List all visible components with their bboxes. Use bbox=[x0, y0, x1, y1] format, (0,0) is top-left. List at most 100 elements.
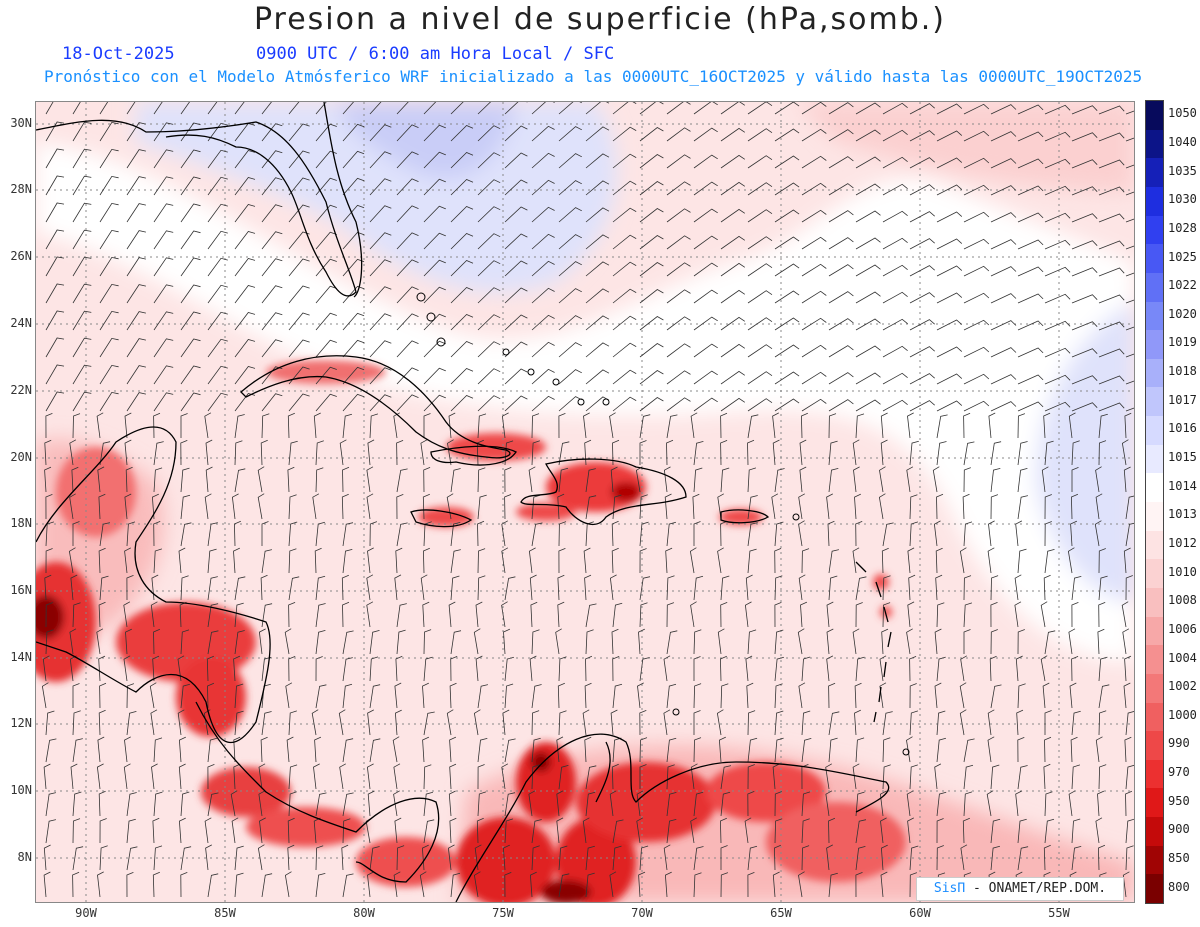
wind-barb bbox=[234, 630, 245, 655]
wind-barb bbox=[639, 343, 664, 358]
wind-barb bbox=[774, 317, 800, 331]
wind-barb bbox=[1017, 158, 1044, 169]
map-canvas bbox=[36, 102, 1134, 902]
colorbar-cell bbox=[1146, 530, 1163, 560]
wind-barb bbox=[798, 493, 805, 520]
wind-barb bbox=[1098, 710, 1107, 736]
wind-barb bbox=[367, 709, 374, 736]
wind-barb bbox=[99, 148, 119, 169]
wind-barb bbox=[180, 230, 201, 250]
wind-barb bbox=[315, 312, 337, 331]
wind-barb bbox=[747, 791, 755, 817]
wind-barb bbox=[477, 341, 501, 358]
wind-barb bbox=[990, 212, 1017, 223]
wind-barb bbox=[207, 338, 228, 358]
wind-barb bbox=[477, 494, 487, 520]
wind-barb bbox=[504, 341, 528, 358]
wind-barb bbox=[1098, 186, 1125, 196]
wind-barb bbox=[717, 547, 724, 574]
wind-barb bbox=[126, 711, 137, 736]
wind-barb bbox=[1098, 159, 1125, 169]
wind-barb bbox=[852, 547, 860, 574]
wind-barb bbox=[882, 522, 894, 547]
wind-barb bbox=[1044, 104, 1071, 115]
wind-barb bbox=[1044, 549, 1055, 574]
wind-barb bbox=[936, 602, 945, 628]
wind-barb bbox=[558, 710, 567, 736]
wind-barb bbox=[150, 601, 158, 628]
wind-barb bbox=[1071, 213, 1098, 223]
wind-barb bbox=[1071, 818, 1081, 844]
wind-barb bbox=[288, 339, 310, 358]
wind-barb bbox=[257, 466, 265, 493]
wind-barb bbox=[664, 493, 672, 520]
wind-barb bbox=[1125, 845, 1134, 871]
wind-barb bbox=[746, 682, 754, 709]
wind-barb bbox=[477, 368, 501, 385]
lat-label: 22N bbox=[10, 383, 32, 397]
wind-barb bbox=[423, 124, 446, 142]
wind-barb bbox=[45, 819, 56, 844]
wind-barb bbox=[1015, 520, 1023, 547]
wind-barb bbox=[126, 575, 134, 601]
wind-barb bbox=[585, 153, 610, 169]
wind-barb bbox=[882, 129, 908, 142]
wind-barb bbox=[395, 655, 403, 682]
wind-barb bbox=[234, 312, 256, 331]
colorbar-cell bbox=[1146, 473, 1163, 503]
wind-barb bbox=[1043, 844, 1051, 871]
wind-barb bbox=[207, 102, 218, 115]
wind-barb bbox=[393, 763, 401, 790]
credit-box: SisΠ - ONAMET/REP.DOM. bbox=[916, 877, 1124, 901]
wind-barb bbox=[990, 441, 1002, 466]
wind-barb bbox=[1125, 522, 1134, 547]
wind-barb bbox=[936, 414, 948, 439]
wind-barb bbox=[422, 682, 429, 709]
wind-barb bbox=[936, 130, 963, 142]
wind-barb bbox=[666, 414, 678, 439]
wind-barb bbox=[990, 401, 1017, 412]
wind-barb bbox=[207, 230, 228, 250]
wind-barb bbox=[909, 373, 935, 385]
wind-barb bbox=[98, 547, 106, 574]
wind-barb bbox=[369, 394, 392, 412]
wind-barb bbox=[396, 468, 408, 493]
wind-barb bbox=[205, 466, 213, 493]
lon-label: 60W bbox=[909, 906, 931, 920]
wind-barb bbox=[990, 320, 1017, 331]
wind-barb bbox=[585, 342, 610, 358]
wind-barb bbox=[180, 257, 201, 277]
wind-barb bbox=[963, 292, 990, 304]
wind-barb bbox=[1070, 493, 1079, 520]
wind-barb bbox=[774, 155, 800, 169]
wind-barb bbox=[123, 655, 131, 682]
wind-barb bbox=[825, 763, 832, 790]
wind-barb bbox=[747, 398, 773, 412]
wind-barb bbox=[476, 817, 484, 844]
wind-barb bbox=[882, 345, 908, 358]
wind-barb bbox=[909, 238, 935, 250]
colorbar-label: 1008 bbox=[1168, 593, 1197, 608]
wind-barb bbox=[288, 312, 310, 331]
wind-barb bbox=[828, 440, 838, 466]
wind-barb bbox=[855, 210, 881, 223]
wind-barb bbox=[960, 844, 968, 871]
wind-barb bbox=[585, 845, 595, 871]
wind-barb bbox=[1070, 736, 1078, 763]
wind-barb bbox=[882, 711, 893, 736]
wind-barb bbox=[153, 467, 163, 493]
wind-barb bbox=[450, 102, 464, 115]
wind-barb bbox=[45, 256, 65, 277]
wind-barb bbox=[1068, 628, 1076, 655]
wind-barb bbox=[477, 764, 485, 790]
wind-barb bbox=[666, 819, 677, 844]
wind-barb bbox=[342, 466, 350, 493]
wind-barb bbox=[1098, 213, 1125, 223]
wind-barb bbox=[773, 844, 781, 871]
wind-barb bbox=[959, 547, 967, 574]
wind-barb bbox=[666, 208, 691, 223]
wind-barb bbox=[963, 412, 971, 439]
wind-barb bbox=[1125, 272, 1134, 277]
wind-barb bbox=[639, 737, 648, 763]
wind-barb bbox=[234, 414, 245, 439]
